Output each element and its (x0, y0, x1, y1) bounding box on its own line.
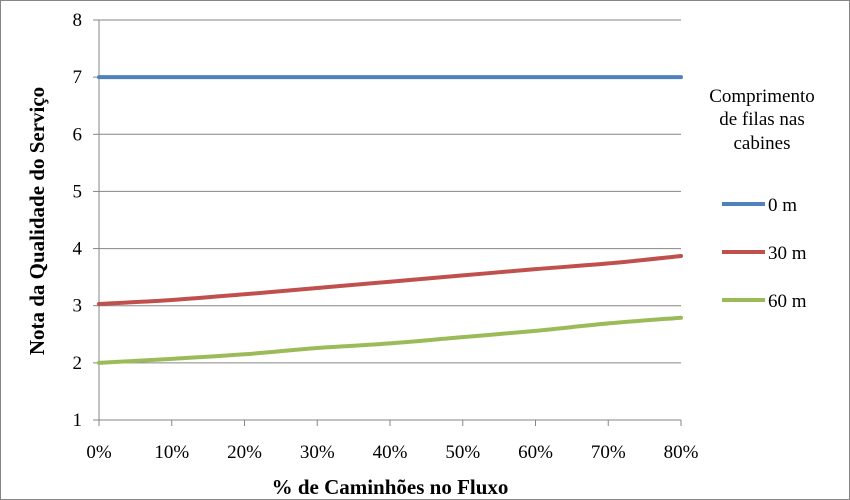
legend-label-1: 0 m (768, 195, 797, 216)
x-tick-label: 20% (227, 442, 262, 463)
x-tick-label: 60% (518, 442, 553, 463)
y-axis-title: Nota da Qualidade do Serviço (25, 87, 49, 355)
gridlines (99, 19, 681, 364)
x-tick-label: 10% (154, 442, 189, 463)
y-tick-label: 6 (73, 124, 83, 145)
y-tick-label: 2 (73, 353, 83, 374)
axes (93, 19, 682, 426)
y-tick-label: 8 (73, 10, 83, 31)
y-tick-label: 7 (73, 67, 83, 88)
legend: Comprimento de filas nas cabines 0 m 30 m… (709, 86, 815, 312)
x-tick-label: 80% (664, 442, 699, 463)
x-axis-title: % de Caminhões no Fluxo (272, 475, 509, 499)
x-tick-label: 50% (445, 442, 480, 463)
legend-entries: 0 m 30 m 60 m (722, 195, 807, 312)
legend-label-3: 60 m (768, 291, 807, 312)
series-line-2 (97, 254, 683, 306)
y-tick-label: 1 (73, 410, 83, 431)
legend-title-line-1: Comprimento (709, 86, 815, 107)
y-tick-label: 3 (73, 296, 83, 317)
x-tick-label: 0% (86, 442, 112, 463)
legend-title-line-2: de filas nas (719, 109, 804, 130)
x-tick-label: 70% (591, 442, 626, 463)
x-tick-label: 40% (373, 442, 408, 463)
legend-label-2: 30 m (768, 243, 807, 264)
series-lines (97, 75, 683, 365)
series-line-3 (97, 315, 683, 365)
y-tick-label: 4 (73, 239, 83, 260)
y-tick-label: 5 (73, 181, 83, 202)
x-tick-label: 30% (300, 442, 335, 463)
legend-title-line-3: cabines (734, 133, 791, 154)
